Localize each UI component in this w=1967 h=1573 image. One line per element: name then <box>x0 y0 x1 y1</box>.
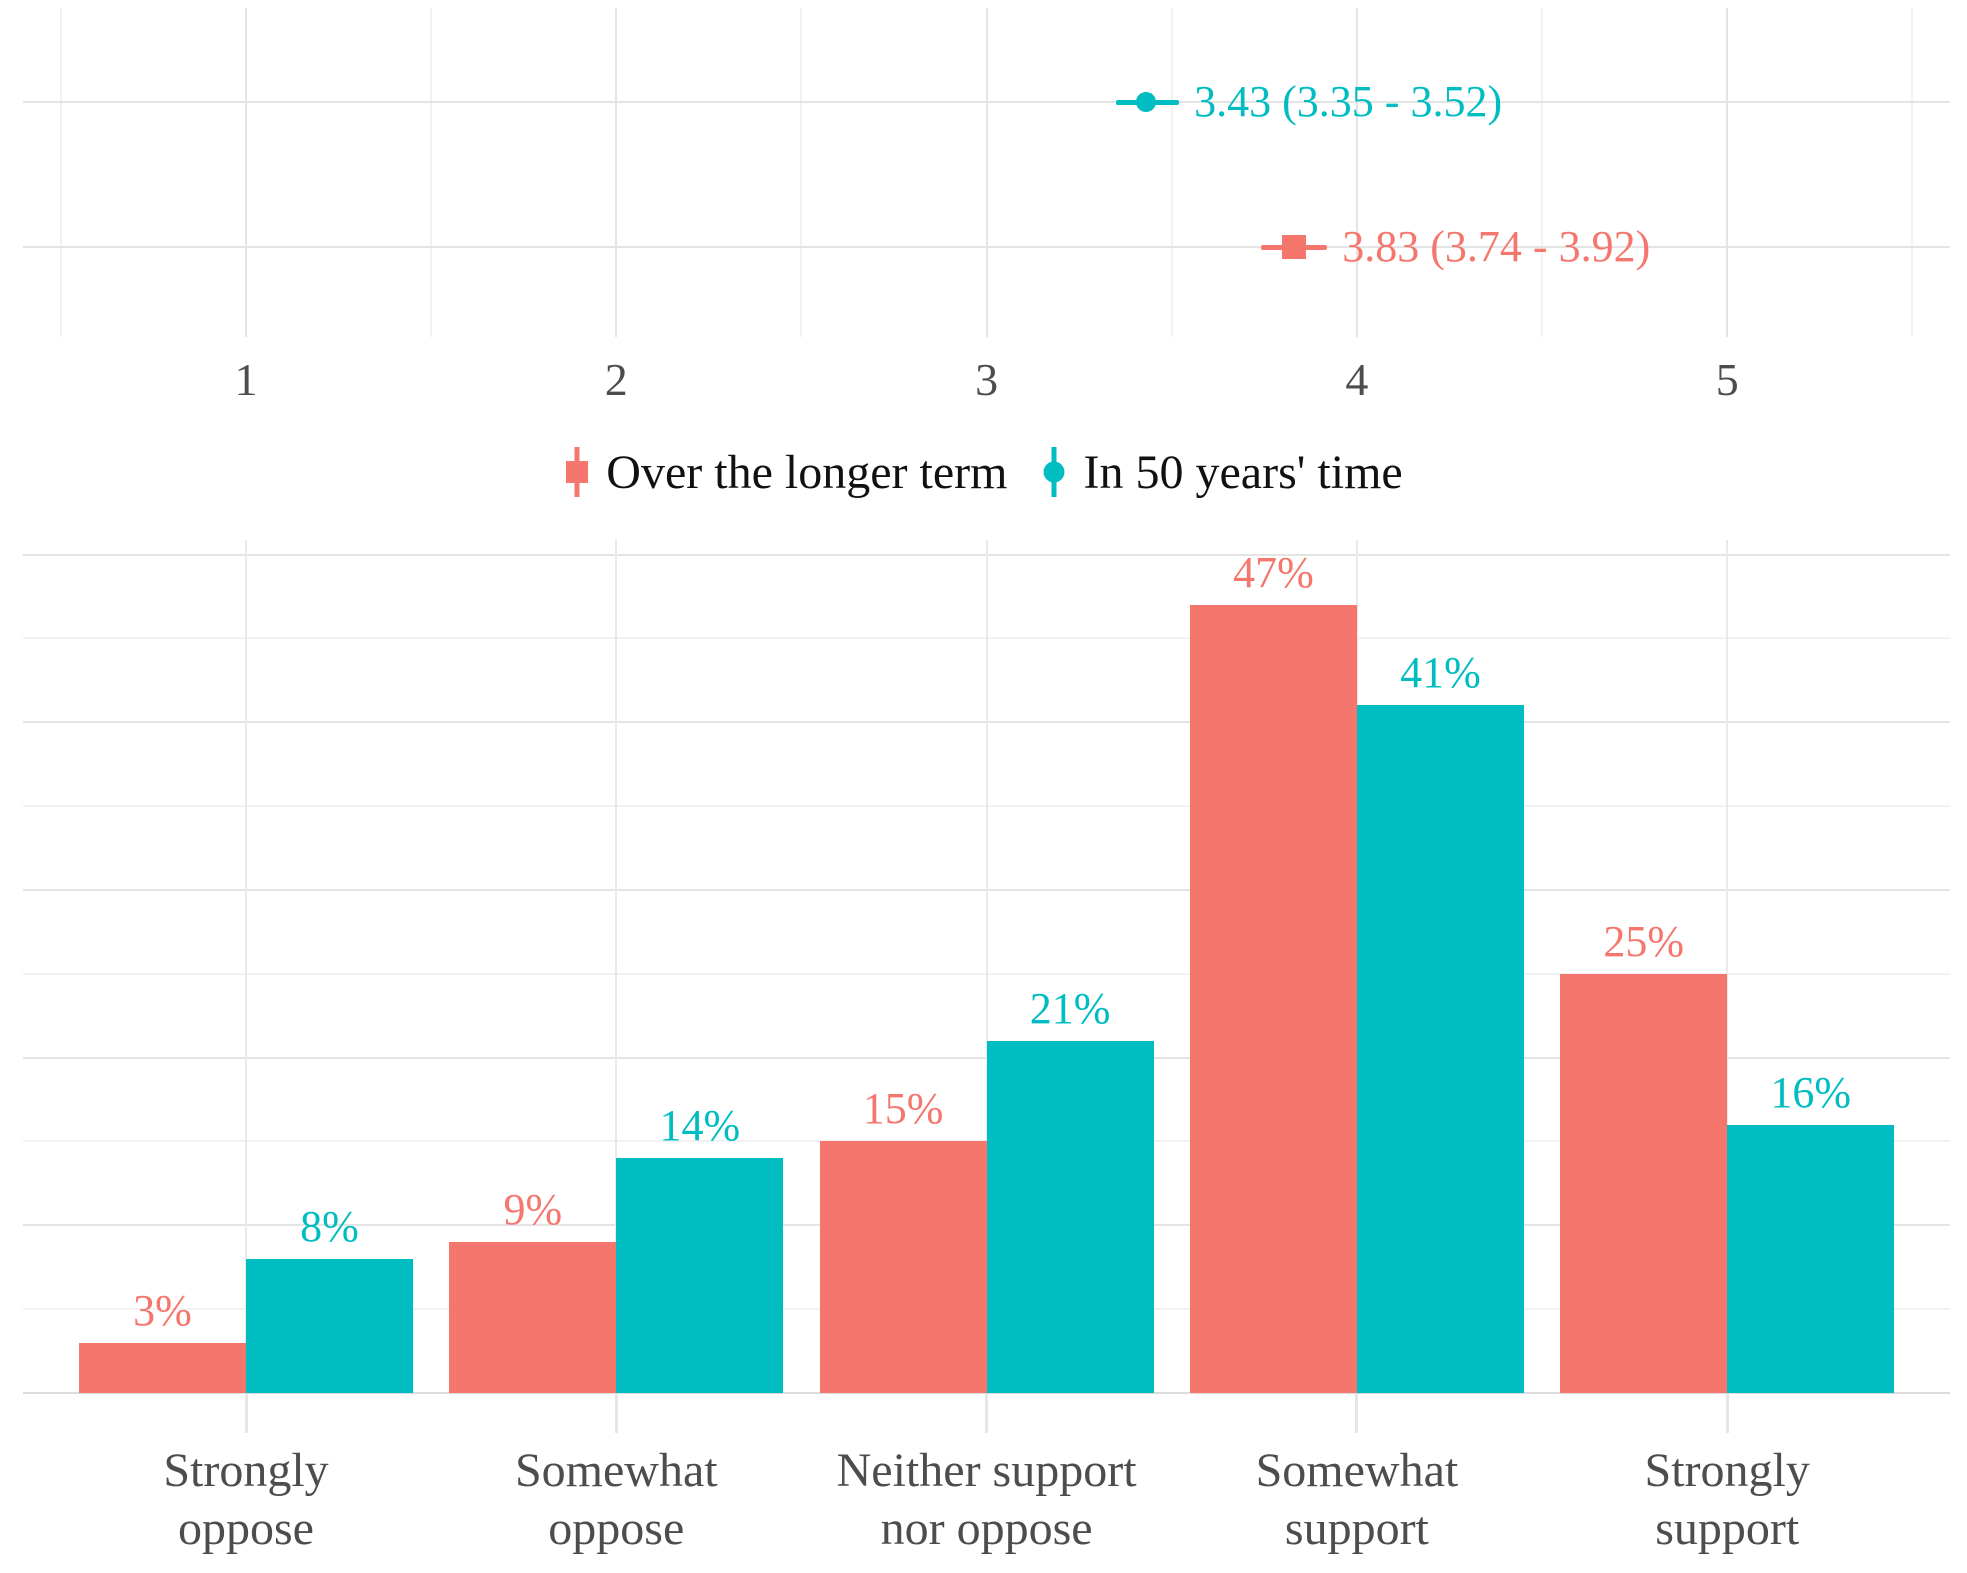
bar <box>819 1141 987 1393</box>
gridline-row-horizontal <box>23 101 1950 103</box>
gridline-major-vertical <box>1726 8 1729 337</box>
gridline-major-vertical <box>245 8 247 337</box>
category-label-line: Somewhat <box>514 1444 718 1497</box>
gridline-minor-vertical <box>800 8 803 337</box>
bar-value-label: 9% <box>503 1185 563 1235</box>
bar <box>1727 1124 1895 1393</box>
category-label: Strongly oppose <box>26 1442 466 1558</box>
gridline-minor-vertical <box>59 8 62 337</box>
bar-value-label: 25% <box>1603 916 1685 966</box>
axis-tick <box>244 1393 248 1433</box>
x-axis-line <box>23 1392 1950 1394</box>
bar-value-label: 15% <box>862 1084 944 1134</box>
category-label-line: Somewhat <box>1255 1444 1459 1497</box>
bar <box>986 1040 1154 1393</box>
axis-tick <box>1725 1393 1729 1433</box>
bar-value-label: 21% <box>1029 983 1111 1033</box>
mean-ci-annotation: 3.83 (3.74 - 3.92) <box>1342 222 1651 271</box>
category-label-line: Strongly <box>163 1444 329 1497</box>
x-axis-tick-label: 3 <box>975 354 999 405</box>
gridline-category-vertical <box>1726 540 1729 1393</box>
legend-item-in-50-years: In 50 years' time <box>1041 444 1403 500</box>
legend-label: In 50 years' time <box>1083 445 1403 499</box>
grouped-bar-panel: 3% 9% 15% 47% 25% 8% 14% 21% 41% 16% Strongly oppos… <box>0 520 1967 1573</box>
category-label-line: nor oppose <box>880 1502 1093 1555</box>
category-label: Somewhat support <box>1137 1442 1577 1558</box>
legend-label: Over the longer term <box>606 445 1008 499</box>
gridline-major-vertical <box>985 8 988 337</box>
x-axis-tick-label: 1 <box>234 354 258 405</box>
bar-value-label: 16% <box>1770 1067 1852 1117</box>
bar <box>246 1258 413 1393</box>
gridline-category-vertical <box>985 540 988 1393</box>
category-label-line: support <box>1655 1502 1800 1555</box>
pointrange-circle-icon <box>1041 444 1067 500</box>
mean-point-circle <box>1135 92 1156 112</box>
axis-tick <box>985 1393 989 1433</box>
gridline-category-vertical <box>245 540 247 1393</box>
category-label: Neither support nor oppose <box>767 1442 1207 1558</box>
gridline-category-vertical <box>615 540 618 1393</box>
bar <box>1560 973 1728 1393</box>
mean-point-square <box>1281 235 1306 259</box>
category-label: Strongly support <box>1507 1442 1947 1558</box>
mean-score-pointrange-panel: 1 2 3 4 5 3.43 (3.35 - 3.52) 3.83 (3.74 - 3.92… <box>0 0 1967 430</box>
bar-value-label: 47% <box>1233 547 1314 597</box>
gridline-minor-vertical <box>1541 8 1544 337</box>
category-label-line: Strongly <box>1644 1444 1810 1497</box>
axis-tick <box>614 1393 618 1433</box>
bar-value-label: 8% <box>300 1201 359 1251</box>
bar <box>616 1158 784 1393</box>
gridline-minor-vertical <box>1911 8 1914 337</box>
gridline-major-vertical <box>615 8 618 337</box>
legend: Over the longer term In 50 years' time <box>0 432 1967 512</box>
category-label: Somewhat oppose <box>396 1442 836 1558</box>
category-label-line: oppose <box>548 1502 685 1555</box>
x-axis-tick-label: 2 <box>604 354 628 405</box>
gridline-minor-vertical <box>1170 8 1173 337</box>
mean-ci-annotation: 3.43 (3.35 - 3.52) <box>1194 77 1503 126</box>
bar-value-label: 3% <box>133 1285 192 1335</box>
category-label-line: support <box>1284 1502 1429 1555</box>
axis-tick <box>1355 1393 1359 1433</box>
gridline-row-horizontal <box>23 246 1950 248</box>
x-axis-tick-label: 5 <box>1715 354 1739 405</box>
category-label-line: Neither support <box>836 1444 1137 1497</box>
x-axis-tick-label: 4 <box>1345 354 1369 405</box>
bar <box>449 1242 617 1393</box>
bar <box>79 1342 246 1393</box>
bar <box>1356 705 1524 1393</box>
pointrange-square-icon <box>564 444 590 500</box>
legend-item-over-longer-term: Over the longer term <box>564 444 1007 500</box>
category-label-line: oppose <box>178 1502 314 1555</box>
gridline-major-vertical <box>1355 8 1358 337</box>
bar-value-label: 41% <box>1400 648 1481 698</box>
bar-value-label: 14% <box>659 1101 741 1151</box>
gridline-minor-vertical <box>430 8 433 337</box>
bar <box>1189 604 1357 1393</box>
